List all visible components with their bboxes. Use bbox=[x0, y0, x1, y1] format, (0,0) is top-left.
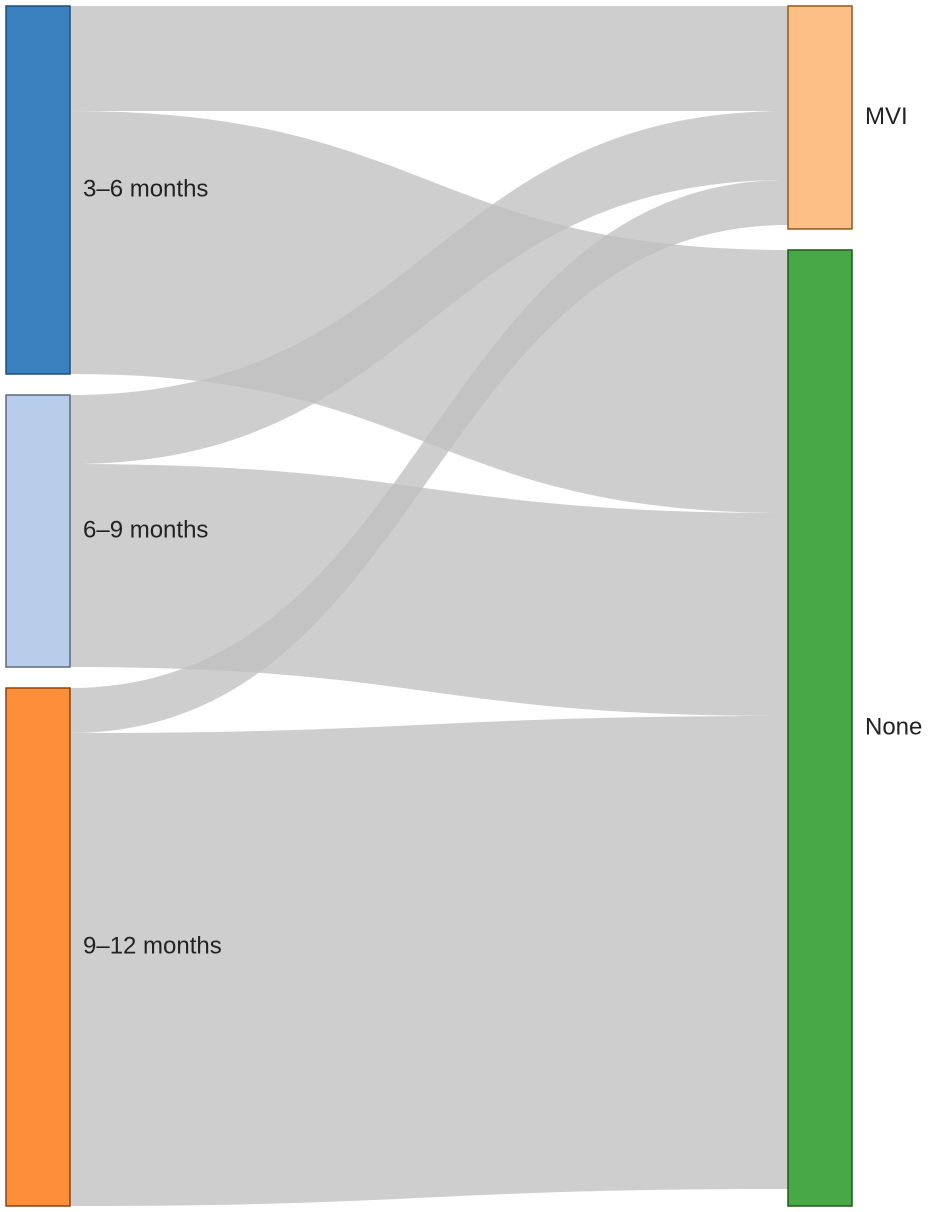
node-label-6-9-months: 6–9 months bbox=[83, 516, 208, 543]
node-none: None bbox=[787, 249, 922, 1207]
node-bar-6-9-months bbox=[5, 394, 71, 668]
node-3-6-months: 3–6 months bbox=[5, 5, 208, 375]
node-bar-mvi bbox=[787, 5, 853, 230]
link-3-6-to-mvi bbox=[70, 6, 788, 111]
node-label-3-6-months: 3–6 months bbox=[83, 175, 208, 202]
node-9-12-months: 9–12 months bbox=[5, 687, 222, 1207]
link-6-9-to-mvi bbox=[70, 111, 788, 464]
sankey-nodes: 3–6 months 6–9 months 9–12 months MVI None bbox=[5, 5, 922, 1207]
node-6-9-months: 6–9 months bbox=[5, 394, 208, 668]
node-label-9-12-months: 9–12 months bbox=[83, 932, 222, 959]
node-label-none: None bbox=[865, 713, 922, 740]
node-bar-none bbox=[787, 249, 853, 1207]
sankey-links bbox=[70, 6, 788, 1206]
node-bar-3-6-months bbox=[5, 5, 71, 375]
node-label-mvi: MVI bbox=[865, 103, 908, 130]
link-9-12-to-mvi bbox=[70, 180, 788, 733]
node-bar-9-12-months bbox=[5, 687, 71, 1207]
node-mvi: MVI bbox=[787, 5, 908, 230]
link-9-12-to-none bbox=[70, 715, 788, 1206]
